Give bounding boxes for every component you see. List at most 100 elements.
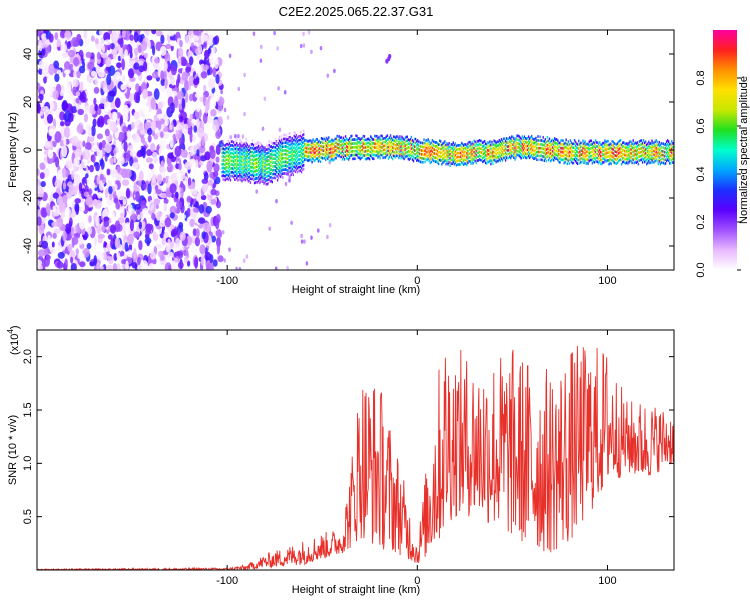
spectrogram-signal-cell [271, 173, 273, 176]
spectrogram-signal-cell [309, 143, 311, 146]
spectrogram-signal-cell [274, 138, 277, 141]
spectrogram-signal-cell [332, 158, 334, 162]
spectrogram-signal-cell [225, 146, 227, 150]
spectrogram-noise-cell [140, 147, 146, 157]
spectrogram-noise-cell [176, 172, 181, 180]
spectrogram-signal-cell [477, 139, 480, 143]
spectrogram-signal-cell [481, 149, 484, 152]
spectrogram-noise-cell [167, 163, 174, 173]
spectrogram-signal-cell [272, 149, 275, 153]
spectrogram-signal-cell [605, 152, 607, 156]
spectrogram-noise-cell [46, 114, 54, 124]
spectrogram-signal-cell [536, 139, 538, 142]
spectrogram-signal-cell [240, 163, 242, 167]
spectrogram-noise-cell [283, 90, 287, 95]
spectrogram-signal-cell [517, 153, 519, 157]
spectrogram-noise-cell [82, 149, 91, 160]
spectrogram-signal-cell [599, 148, 601, 152]
spectrogram-noise-cell [203, 42, 207, 48]
spectrogram-ylabel: Frequency (Hz) [7, 112, 19, 188]
spectrogram-signal-cell [268, 155, 270, 159]
spectrogram-signal-cell [282, 160, 284, 164]
spectrogram-signal-cell [534, 145, 536, 149]
spectrogram-signal-cell [222, 170, 224, 173]
spectrogram-signal-cell [449, 145, 451, 148]
spectrogram-signal-cell [571, 157, 574, 161]
spectrogram-signal-cell [287, 149, 289, 153]
spectrogram-signal-cell [653, 161, 655, 164]
spectrogram-signal-cell [290, 154, 292, 157]
spectrogram-signal-cell [234, 155, 236, 158]
spectrogram-signal-cell [238, 174, 240, 178]
spectrogram-signal-cell [270, 145, 272, 148]
spectrogram-signal-cell [507, 153, 509, 156]
spectrogram-signal-cell [374, 146, 376, 149]
spectrogram-signal-cell [458, 147, 461, 151]
spectrogram-signal-cell [439, 158, 441, 162]
spectrogram-signal-cell [248, 160, 250, 163]
spectrogram-signal-cell [664, 158, 667, 161]
spectrogram-signal-cell [257, 161, 259, 165]
spectrogram-signal-cell [493, 154, 495, 158]
spectrogram-signal-cell [393, 150, 395, 154]
spectrogram-signal-cell [289, 139, 291, 143]
spectrogram-noise-cell [300, 239, 304, 244]
spectrogram-signal-cell [335, 141, 337, 145]
spectrogram-signal-cell [638, 144, 641, 147]
spectrogram-signal-cell [665, 144, 668, 147]
spectrogram-signal-cell [485, 157, 487, 161]
spectrogram-signal-cell [579, 142, 581, 146]
spectrogram-noise-cell [145, 157, 153, 163]
spectrogram-signal-cell [645, 144, 647, 147]
spectrogram-signal-cell [326, 140, 328, 144]
spectrogram-signal-cell [463, 148, 465, 151]
spectrogram-signal-cell [397, 139, 399, 143]
spectrogram-signal-cell [533, 146, 535, 149]
spectrogram-signal-cell [615, 147, 618, 150]
spectrogram-noise-cell [261, 126, 265, 131]
spectrogram-noise-cell [204, 151, 211, 161]
spectrogram-signal-cell [490, 158, 492, 162]
spectrogram-signal-cell [327, 146, 329, 149]
spectrogram-noise-cell [103, 39, 112, 46]
spectrogram-signal-cell [581, 149, 583, 153]
spectrogram-signal-cell [253, 154, 256, 158]
spectrogram-signal-cell [567, 140, 569, 143]
spectrogram-signal-cell [242, 170, 244, 174]
spectrogram-noise-cell [117, 217, 125, 224]
spectrogram-signal-cell [358, 137, 360, 140]
spectrogram-signal-cell [528, 156, 531, 160]
spectrogram-signal-cell [334, 153, 336, 156]
spectrogram-signal-cell [553, 139, 555, 143]
spectrogram-signal-cell [391, 142, 394, 145]
spectrogram-signal-cell [497, 156, 499, 159]
spectrogram-signal-cell [363, 135, 366, 138]
spectrogram-signal-cell [614, 150, 617, 153]
spectrogram-signal-cell [638, 159, 641, 162]
spectrogram-signal-cell [585, 150, 587, 154]
spectrogram-signal-cell [462, 150, 464, 153]
spectrogram-signal-cell [370, 154, 372, 158]
spectrogram-signal-cell [387, 145, 390, 149]
spectrogram-signal-cell [474, 144, 476, 148]
spectrogram-signal-cell [263, 147, 265, 151]
spectrogram-signal-cell [654, 152, 656, 155]
spectrogram-signal-cell [454, 150, 457, 153]
spectrogram-signal-cell [487, 156, 489, 160]
spectrogram-signal-cell [259, 147, 261, 150]
spectrogram-signal-cell [250, 146, 253, 150]
spectrogram-signal-cell [264, 169, 266, 172]
spectrogram-signal-cell [645, 155, 647, 159]
spectrogram-signal-cell [270, 149, 272, 152]
spectrogram-signal-cell [483, 151, 486, 155]
spectrogram-signal-cell [313, 155, 315, 159]
spectrogram-signal-cell [242, 159, 244, 162]
spectrogram-signal-cell [578, 151, 580, 154]
spectrogram-signal-cell [273, 165, 276, 168]
spectrogram-signal-cell [509, 147, 511, 151]
spectrogram-noise-cell [179, 39, 183, 48]
spectrogram-signal-cell [569, 147, 572, 150]
spectrogram-signal-cell [331, 138, 333, 142]
spectrogram-signal-cell [578, 139, 580, 143]
spectrogram-signal-cell [376, 138, 378, 142]
